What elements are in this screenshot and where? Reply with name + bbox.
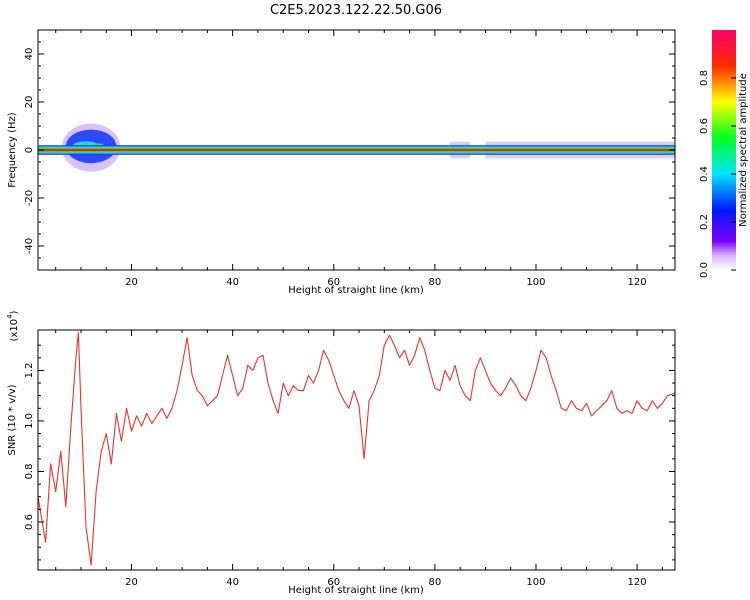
snr-x-tick-label: 80 [428,577,441,588]
spectrogram-x-tick-label: 60 [327,277,340,288]
spectrogram-x-tick-label: 40 [226,277,239,288]
colorbar-gradient [712,30,736,270]
snr-frame [37,329,676,571]
spectrogram-y-tick-label: 40 [24,48,35,61]
snr-multiplier-close: ) [9,310,20,314]
colorbar-tick-label: 0.2 [699,214,710,230]
colorbar-ticks: 0.0 0.2 0.4 0.6 0.8 [699,70,736,278]
spectrogram-y-tick-label: 0 [24,147,35,153]
spectrogram-x-tick-label: 80 [428,277,441,288]
colorbar-tick-label: 0.8 [699,70,710,86]
snr-y-tick-label: 1.2 [24,362,35,378]
snr-marks [37,331,676,566]
spectrogram-y-ticks: -40 -20 0 20 40 [24,29,675,271]
colorbar-label: Normalized spectral amplitude [738,73,749,227]
spectrogram-y-axis-label: Frequency (Hz) [7,112,18,188]
snr-multiplier-exp: 4 [6,314,14,319]
colorbar-tick-label: 0.6 [699,118,710,134]
spectrogram-x-ticks: 20 40 60 80 100 120 [55,30,663,288]
snr-x-tick-label: 40 [226,577,239,588]
spectrogram-x-tick-label: 20 [125,277,138,288]
snr-x-tick-label: 20 [125,577,138,588]
spectrogram-y-tick-label: 20 [24,96,35,109]
snr-x-ticks: 20 40 60 80 100 120 [55,330,663,588]
colorbar-tick-label: 0.4 [699,166,710,182]
snr-x-tick-label: 120 [628,577,647,588]
spectrogram-y-tick-label: -40 [24,238,35,254]
spectrogram-x-tick-label: 120 [628,277,647,288]
snr-y-multiplier: (x104) [6,310,20,341]
colorbar-tick-label: 0.0 [699,262,710,278]
spectrogram-band-red [38,148,675,152]
snr-y-tick-label: 0.8 [24,464,35,480]
spectrogram-x-axis-label: Height of straight line (km) [288,285,424,296]
colorbar: 0.0 0.2 0.4 0.6 0.8 Normalized spectral ampl… [699,30,749,278]
spectrogram-x-tick-label: 100 [526,277,545,288]
snr-multiplier-base: (x10 [9,319,20,342]
spectrogram-y-tick-label: -20 [24,190,35,206]
snr-series-line [37,331,676,566]
snr-y-axis-label: SNR (10 * v/v) [7,384,18,455]
snr-y-tick-label: 0.6 [24,514,35,530]
snr-x-axis-label: Height of straight line (km) [288,585,424,596]
chart-title: C2E5.2023.122.22.50.G06 [270,3,442,18]
snr-y-ticks: 0.6 0.8 1.0 1.2 [24,344,675,561]
snr-x-tick-label: 60 [327,577,340,588]
snr-y-tick-label: 1.0 [24,413,35,429]
spectrogram-marks [38,123,675,172]
snr-panel: 20 40 60 80 100 120 0.6 0.8 1.0 1.2 Height of st… [6,310,676,596]
spectrogram-panel: 20 40 60 80 100 120 -40 -20 0 20 40 Height of str… [7,29,676,296]
snr-x-tick-label: 100 [526,577,545,588]
